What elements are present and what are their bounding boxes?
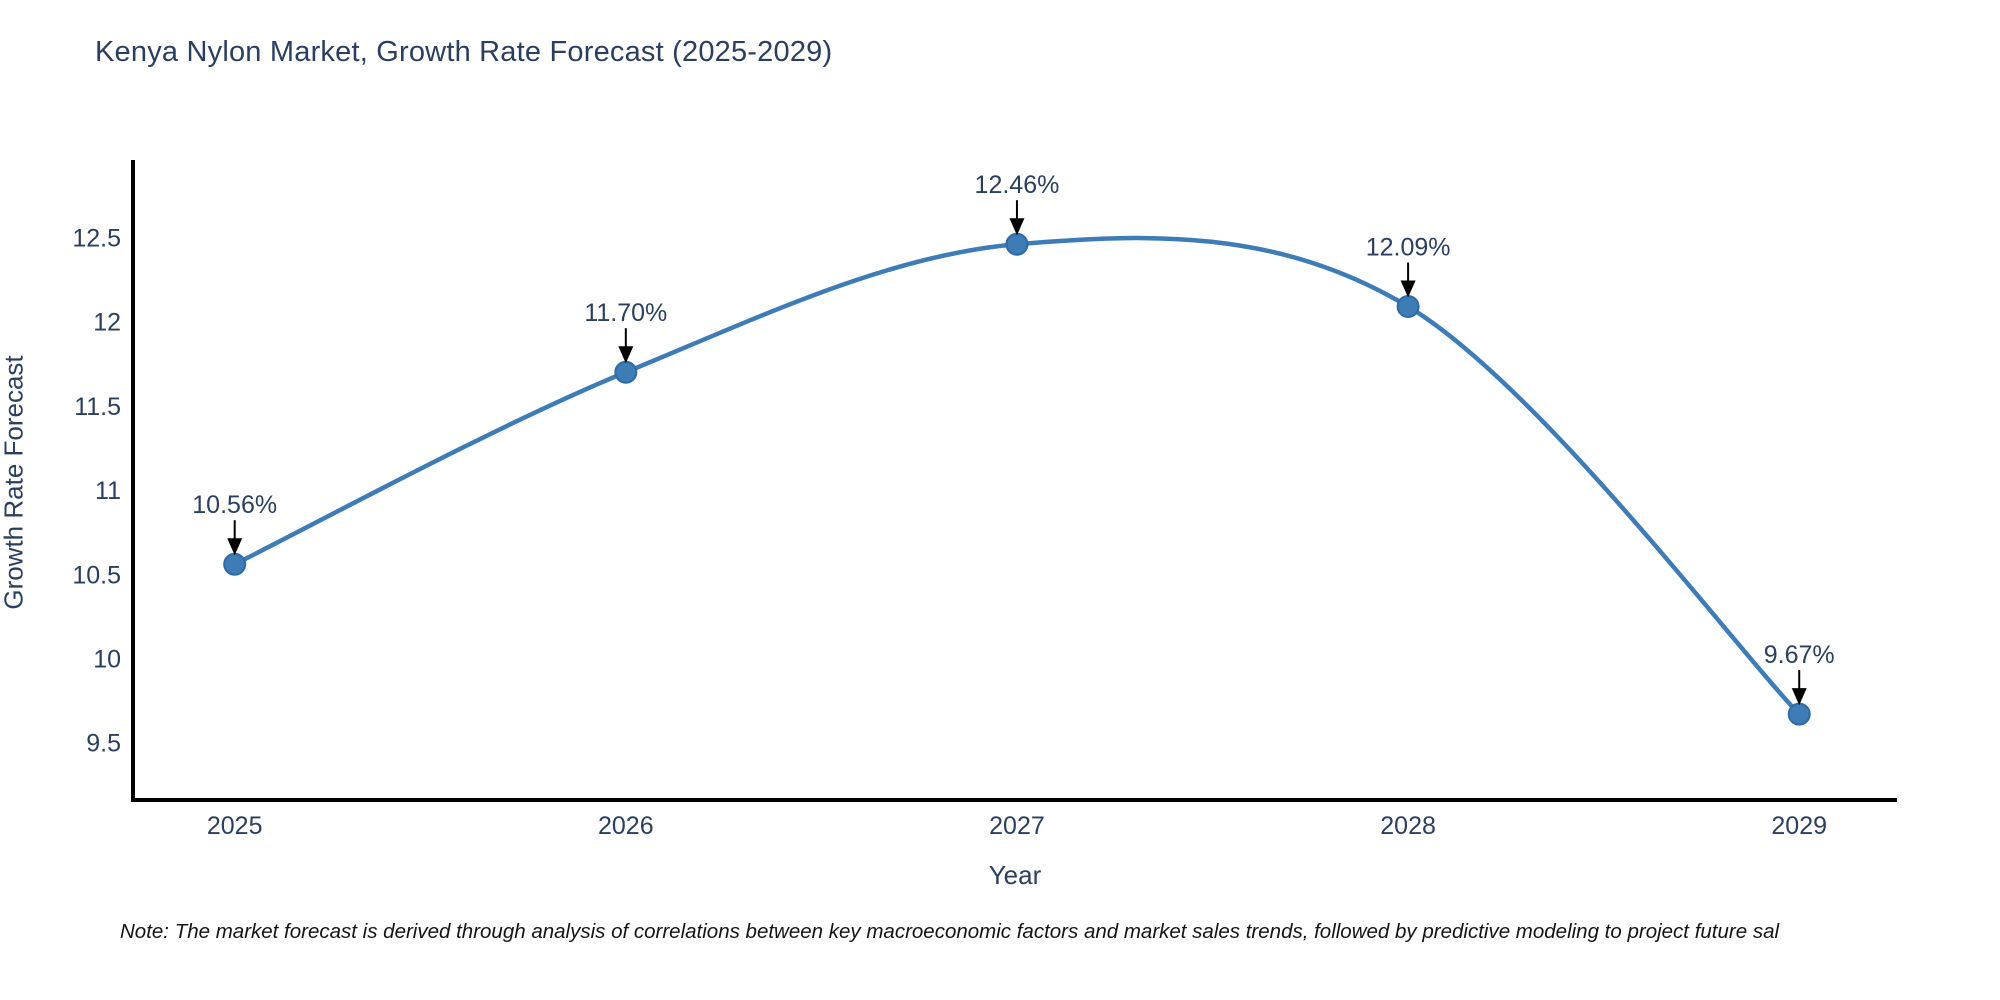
y-axis-title: Growth Rate Forecast	[0, 355, 29, 610]
chart-title: Kenya Nylon Market, Growth Rate Forecast…	[95, 36, 833, 68]
data-point-marker	[1005, 232, 1029, 256]
annotation-arrowhead	[1009, 218, 1025, 236]
annotation-arrowhead	[618, 346, 634, 364]
ytick-label: 11	[95, 477, 121, 505]
xtick-label: 2026	[598, 812, 654, 840]
annotation-arrowhead	[1791, 688, 1807, 706]
annotation-label: 9.67%	[1764, 641, 1835, 669]
data-point-marker	[614, 360, 638, 384]
data-point-marker	[1396, 295, 1420, 319]
series-line	[232, 235, 1802, 717]
annotation-arrowhead	[1400, 280, 1416, 298]
data-point-marker	[1787, 702, 1811, 726]
data-point-marker	[223, 552, 247, 576]
ytick-label: 12.5	[72, 224, 121, 252]
annotation-label: 12.46%	[975, 171, 1060, 199]
ytick-label: 9.5	[86, 730, 121, 758]
xtick-label: 2029	[1771, 812, 1827, 840]
annotation-label: 12.09%	[1366, 234, 1451, 262]
xtick-label: 2028	[1380, 812, 1436, 840]
annotation-label: 11.70%	[584, 299, 667, 327]
ytick-label: 12	[93, 309, 121, 337]
x-axis-title: Year	[988, 860, 1042, 890]
annotation-label: 10.56%	[192, 491, 277, 519]
ytick-label: 10	[93, 646, 121, 674]
ytick-label: 11.5	[74, 393, 121, 421]
annotation-arrowhead	[227, 538, 243, 556]
xtick-label: 2025	[207, 812, 263, 840]
footnote: Note: The market forecast is derived thr…	[120, 920, 1780, 943]
xtick-label: 2027	[989, 812, 1045, 840]
ytick-label: 10.5	[72, 561, 121, 589]
